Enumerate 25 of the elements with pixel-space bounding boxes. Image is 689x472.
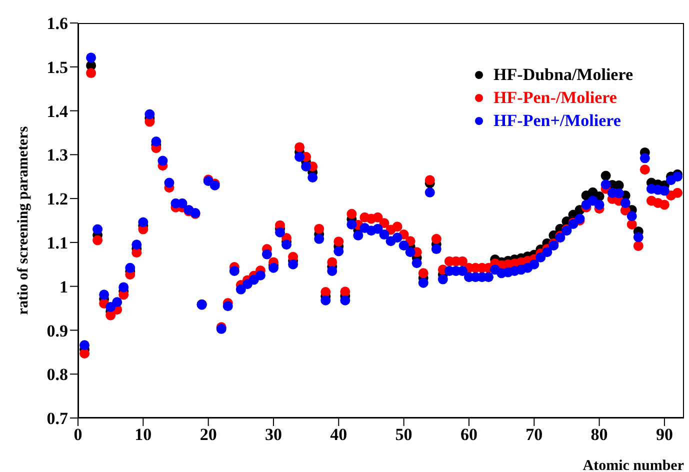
y-tick-label: 0.9: [46, 321, 68, 340]
x-tick-label: 90: [656, 425, 673, 444]
x-tick-label: 10: [134, 425, 152, 444]
legend-label: HF-Pen+/Moliere: [494, 110, 621, 132]
x-tick-label: 30: [264, 425, 282, 444]
x-tick-label: 40: [330, 425, 348, 444]
x-axis-title: Atomic number: [582, 458, 684, 472]
y-tick-label: 0.8: [46, 365, 68, 384]
y-tick-label: 1: [60, 277, 68, 296]
y-tick-label: 1.2: [46, 190, 68, 209]
x-tick-label: 60: [460, 425, 478, 444]
y-tick-label: 1.5: [46, 58, 68, 77]
x-tick-label: 70: [526, 425, 543, 444]
y-axis-title: ratio of screening parameters: [15, 126, 32, 315]
x-tick-label: 20: [200, 425, 217, 444]
legend-label: HF-Dubna/Moliere: [494, 64, 633, 86]
x-tick-label: 50: [395, 425, 412, 444]
y-tick-label: 1.1: [46, 233, 68, 252]
y-tick-label: 1.4: [46, 102, 68, 121]
y-tick-label: 1.3: [46, 146, 68, 165]
y-tick-label: 1.6: [46, 14, 68, 34]
legend-label: HF-Pen-/Moliere: [494, 87, 617, 109]
x-tick-label: 80: [590, 425, 608, 444]
x-tick-label: 0: [74, 425, 82, 444]
y-tick-label: 0.7: [46, 409, 68, 428]
